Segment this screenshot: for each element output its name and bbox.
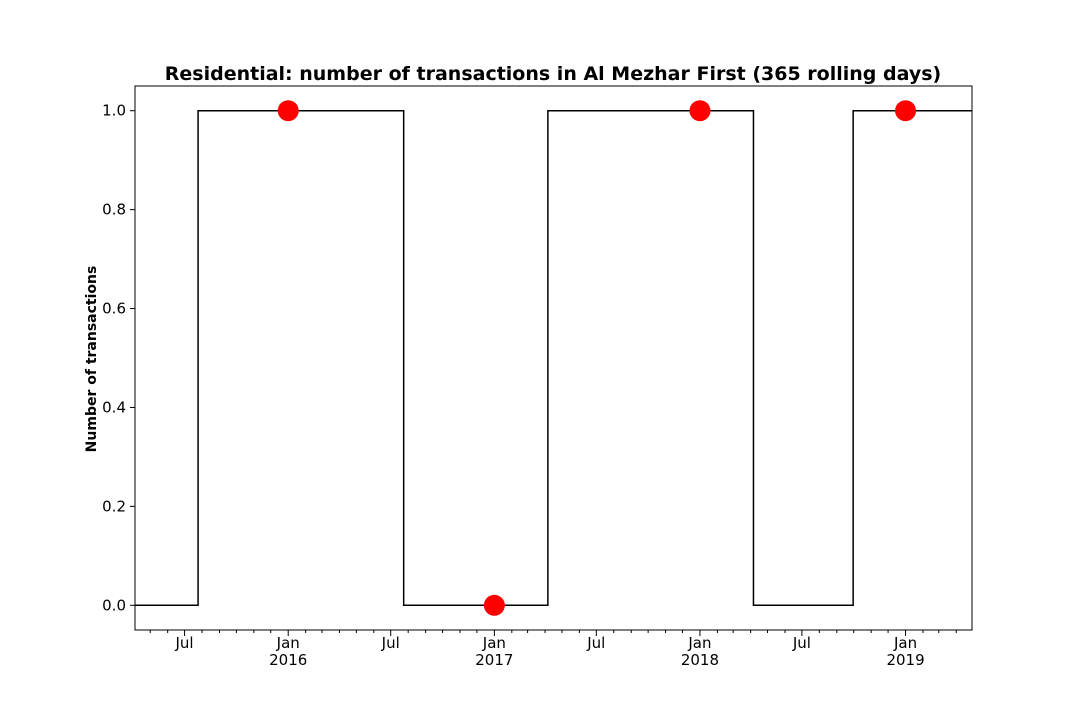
x-tick-label: Jul xyxy=(792,634,811,652)
x-tick-label: Jul xyxy=(175,634,194,652)
x-tick-label: Jan xyxy=(687,634,711,652)
y-tick-label: 0.4 xyxy=(102,398,126,416)
x-tick-label: 2017 xyxy=(475,651,513,669)
data-marker xyxy=(483,594,505,616)
x-tick-label: Jul xyxy=(381,634,400,652)
y-tick-label: 0.2 xyxy=(102,497,126,515)
y-tick-label: 1.0 xyxy=(102,102,126,120)
x-tick-label: 2019 xyxy=(886,651,924,669)
x-tick-label: 2018 xyxy=(681,651,719,669)
y-axis: 0.0 0.2 0.4 0.6 0.8 1.0 xyxy=(102,102,135,614)
chart-title: Residential: number of transactions in A… xyxy=(165,63,941,85)
marker-layer xyxy=(277,100,917,616)
x-minor-ticks xyxy=(149,630,957,633)
y-tick-label: 0.8 xyxy=(102,201,126,219)
x-tick-label: Jul xyxy=(586,634,605,652)
x-tick-label: 2016 xyxy=(269,651,307,669)
data-marker xyxy=(895,100,917,122)
x-tick-label: Jan xyxy=(482,634,506,652)
x-tick-label: Jan xyxy=(276,634,300,652)
y-axis-label: Number of transactions xyxy=(84,266,100,453)
data-marker xyxy=(277,100,299,122)
y-tick-label: 0.0 xyxy=(102,596,126,614)
series-layer xyxy=(135,109,972,607)
x-tick-label: Jan xyxy=(893,634,917,652)
step-line xyxy=(135,109,972,607)
plot-border xyxy=(134,85,973,631)
y-tick-label: 0.6 xyxy=(102,300,126,318)
plot-area xyxy=(134,85,973,631)
data-marker xyxy=(689,100,711,122)
